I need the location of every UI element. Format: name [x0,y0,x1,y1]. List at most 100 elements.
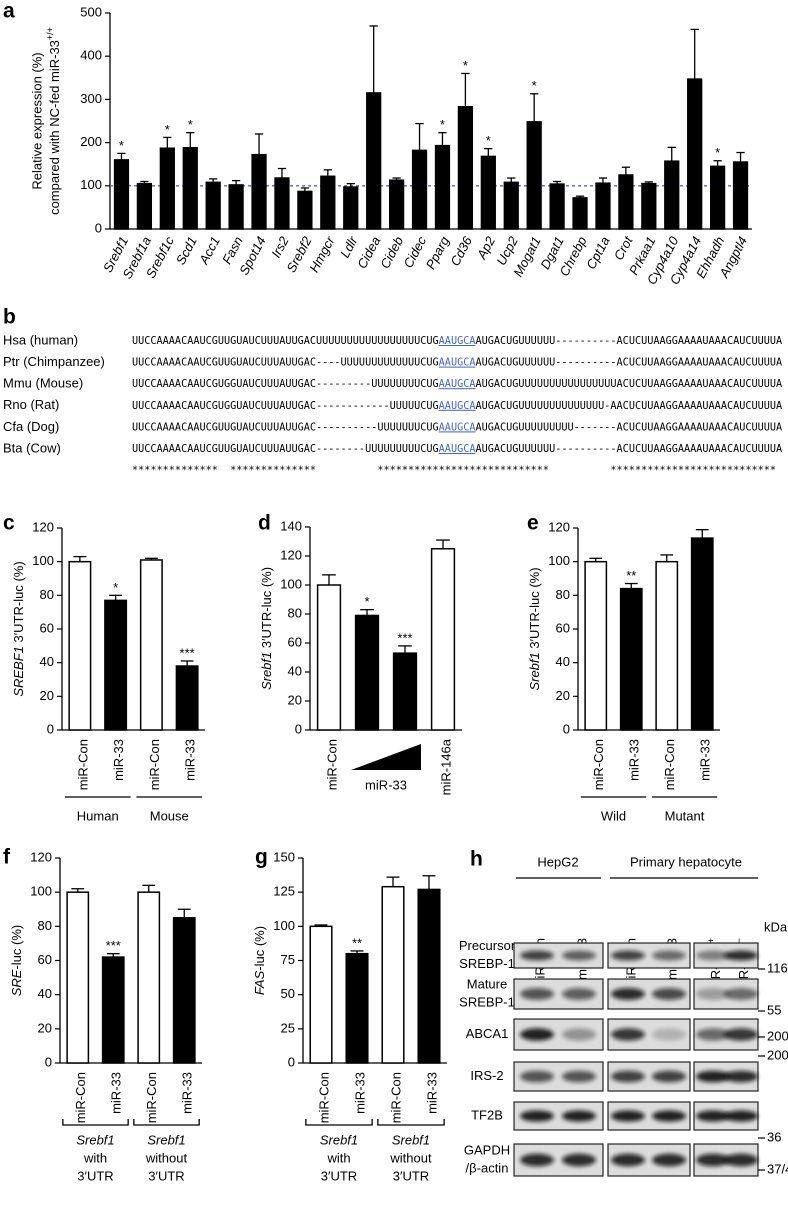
bar [417,888,441,1064]
y-tick-label: 200 [80,134,102,149]
sequence-part: UUCCAAAACAAUCGUGGUAUCUUUAUUGAC----------… [132,401,439,412]
band [696,1110,730,1122]
bar [430,548,456,731]
bar [274,177,290,230]
size-marker: 116 [767,960,788,975]
panel-letter: a [3,0,15,23]
x-tick-label: miR-33 [424,1072,439,1114]
sequence-part: AUGACUGUUUUUUUUU-------ACUCUUAAGGAAAAUAA… [475,422,782,433]
panel-letter: e [527,512,539,535]
bar [66,891,90,1064]
significance: *** [397,630,412,645]
significance: * [463,58,468,73]
seed-site: AAUGCA [439,444,476,455]
band [520,988,554,1000]
group-label: Srebf1 [320,1132,358,1147]
band [611,1070,645,1083]
y-tick-label: 40 [288,663,302,678]
band [562,1070,596,1083]
bar [655,560,679,731]
significance: ** [626,568,636,583]
bar [709,165,726,230]
x-tick-label: Pparg [423,233,453,271]
band [652,1153,686,1167]
sequence: UUCCAAAACAAUCGUUGUAUCUUUAUUGAC----------… [132,422,782,433]
y-axis-title: Srebf1 3′UTR-luc (%) [259,567,274,690]
sequence: UUCCAAAACAAUCGUUGUAUCUUUAUUGAC----UUUUUU… [132,358,782,369]
species-label: Rno (Rat) [3,397,59,412]
size-marker: 55 [767,1002,781,1017]
y-tick-label: 60 [38,952,52,967]
sequence: UUCCAAAACAAUCGUUGUAUCUUUAUUGAC--------UU… [132,444,782,455]
y-axis-title: Relative expression (%) [29,52,44,189]
x-tick-label: miR-Con [388,1072,403,1123]
y-axis-title-gene: Srebf1 [259,652,274,690]
band [696,1153,730,1167]
bar [411,149,428,230]
significance: *** [106,938,121,953]
band [724,1110,758,1122]
bar [595,182,611,230]
y-tick-label: 40 [40,654,54,669]
y-tick-label: 80 [288,605,302,620]
x-tick-label: miR-Con [324,739,339,790]
y-axis-title-gene: FAS [252,970,267,995]
size-marker: 36 [767,1129,781,1144]
y-axis-title-part: 3′UTR-luc (%) [527,567,542,652]
significance: * [188,117,193,132]
x-tick-label: miR-Con [73,1072,88,1123]
band [696,950,730,961]
y-tick-label: 125 [273,884,295,899]
bar [584,560,608,731]
bar [316,584,342,731]
bar [480,155,496,230]
band [611,1153,645,1167]
significance: * [440,117,445,132]
y-axis-title-part: 3′UTR-luc (%) [259,567,274,652]
species-label: Cfa (Dog) [3,419,59,434]
y-axis-title: FAS-luc (%) [252,926,267,995]
y-tick-label: 0 [563,721,570,736]
band [652,950,686,961]
bar [251,153,267,230]
group-label: 3′UTR [148,1168,184,1183]
y-axis-title-part: 3′UTR-luc (%) [11,561,26,646]
y-tick-label: 150 [273,849,295,864]
bar [572,197,588,230]
y-tick-label: 80 [556,587,570,602]
sequence: UUCCAAAACAAUCGUGGUAUCUUUAUUGAC---------U… [132,379,782,390]
sequence-part: UUCCAAAACAAUCGUUGUAUCUUUAUUGAC--------UU… [132,444,439,455]
x-tick-label: Cd36 [447,233,475,268]
dose-triangle [351,744,421,770]
bar [457,105,474,230]
panel-letter: d [258,512,271,535]
y-tick-label: 60 [556,620,570,635]
y-tick-label: 60 [288,634,302,649]
y-axis-title: SRE-luc (%) [9,925,24,997]
bar [664,160,680,230]
significance: * [113,580,118,595]
group-label: without [145,1150,188,1165]
y-tick-label: 40 [556,654,570,669]
y-axis-title-gene: Srebf1 [527,652,542,690]
bar [366,92,382,230]
bar [172,917,196,1064]
seed-site: AAUGCA [439,336,476,347]
sequence-part: AUGACUGUUUUUU----------ACUCUUAAGGAAAAUAA… [475,358,782,369]
sequence-part: UUCCAAAACAAUCGUUGUAUCUUUAUUGAC----UUUUUU… [132,358,439,369]
consensus: ************** ************** **********… [132,466,776,477]
significance: * [715,145,720,160]
significance: * [119,138,124,153]
band [611,988,645,1000]
y-tick-label: 60 [40,620,54,635]
bar [320,175,336,230]
y-tick-label: 120 [548,519,570,534]
group-bracket [133,1119,200,1126]
bar [503,181,519,230]
bar [309,925,333,1064]
bar [343,186,359,230]
bar [690,537,714,731]
band [724,1070,758,1083]
y-tick-label: 0 [95,220,102,235]
bar [388,179,405,230]
